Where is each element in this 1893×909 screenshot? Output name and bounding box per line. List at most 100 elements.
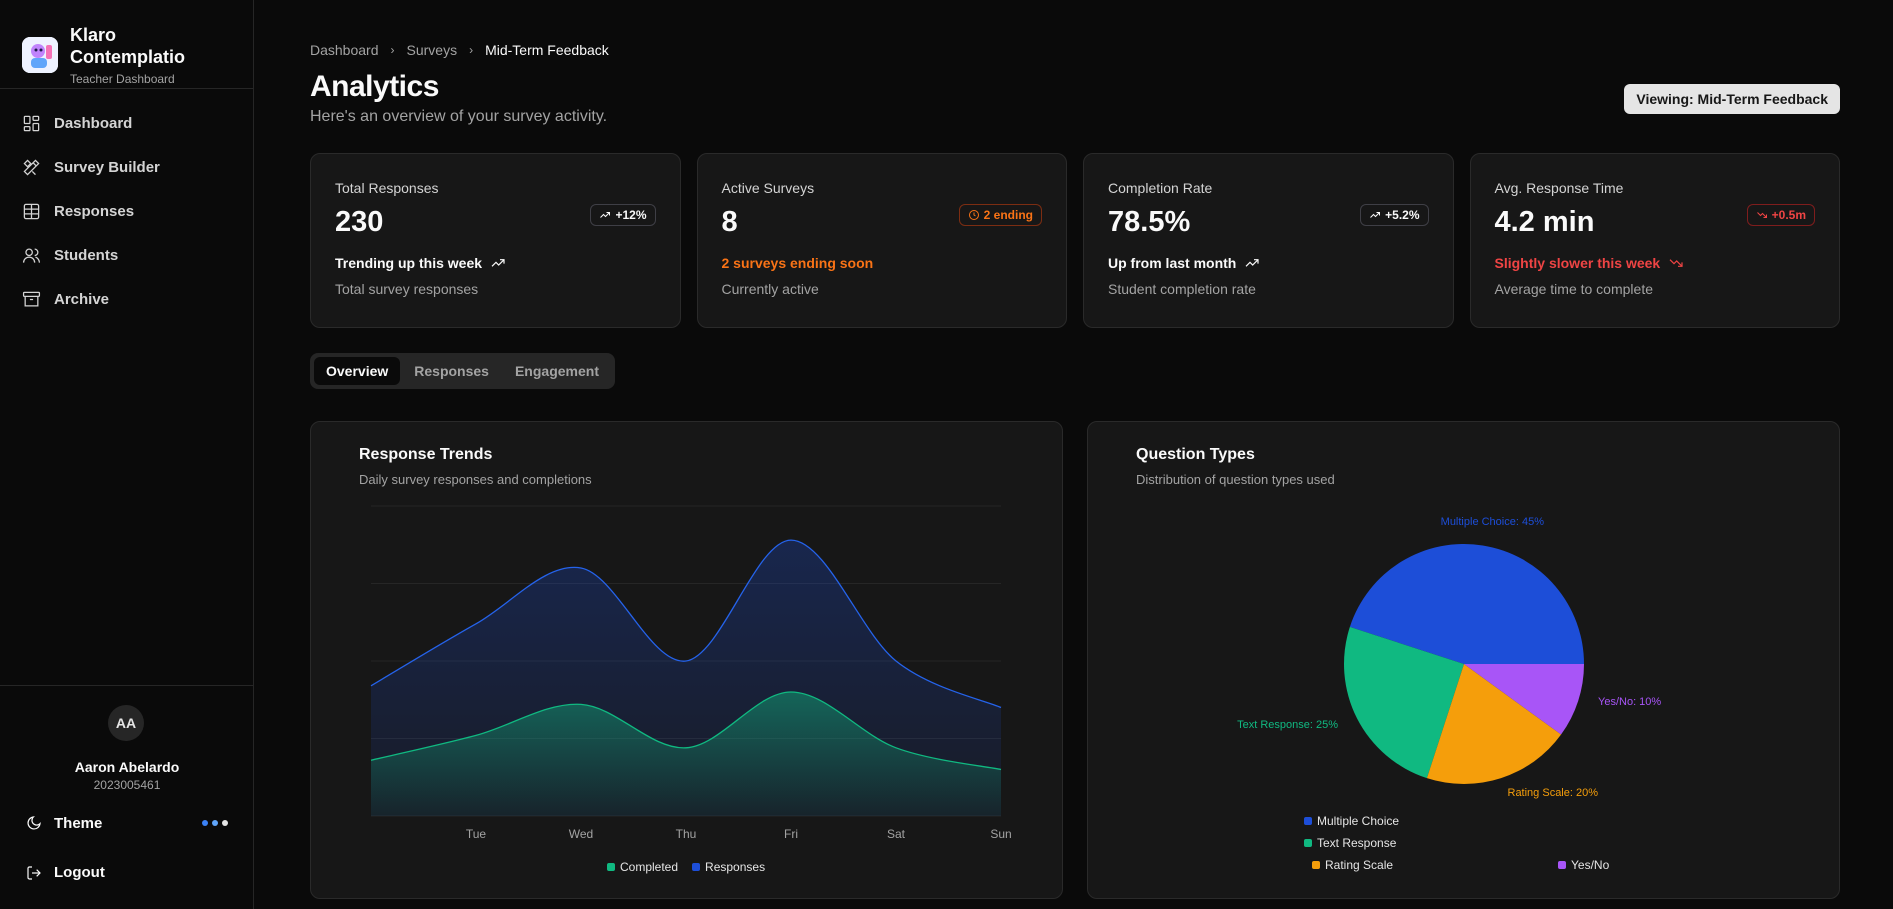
x-tick-label: Sat xyxy=(887,827,906,841)
sidebar-item-label: Students xyxy=(54,246,119,264)
logout-label: Logout xyxy=(54,864,105,881)
avatar[interactable]: AA xyxy=(108,705,144,741)
legend-item-text-response[interactable]: Text Response xyxy=(1304,836,1396,850)
stat-badge-text: 2 ending xyxy=(983,208,1033,222)
brand[interactable]: Klaro Contemplatio Teacher Dashboard xyxy=(0,0,253,89)
question-types-chart: Multiple Choice: 45% Text Response: 25% Ra… xyxy=(1237,516,1661,799)
stat-card-avg-response-time: Avg. Response Time 4.2 min +0.5m Slightl… xyxy=(1469,153,1840,328)
clock-icon xyxy=(968,210,979,220)
stat-value: 78.5% xyxy=(1108,206,1191,238)
sidebar-item-label: Archive xyxy=(54,290,110,308)
series-line-completed xyxy=(370,691,1002,771)
stat-trend: 2 surveys ending soon xyxy=(722,255,1043,271)
pie-data-label: Text Response: 25% xyxy=(1237,719,1338,731)
stat-trend-text: 2 surveys ending soon xyxy=(721,255,874,271)
brand-subtitle: Teacher Dashboard xyxy=(70,72,175,86)
legend-label: Responses xyxy=(705,860,766,874)
breadcrumb-item-surveys[interactable]: Surveys xyxy=(406,42,458,58)
stat-description: Currently active xyxy=(721,281,819,297)
tab-overview[interactable]: Overview xyxy=(314,357,401,385)
chart-title: Response Trends xyxy=(359,446,493,463)
theme-dots-icon[interactable] xyxy=(202,820,228,826)
trending-down-icon xyxy=(1669,259,1683,267)
sidebar-item-dashboard[interactable]: Dashboard xyxy=(12,103,241,143)
trending-up-icon xyxy=(1370,212,1381,218)
pie-legend: Multiple Choice Text Response Rating Sca… xyxy=(1304,814,1624,872)
chart-subtitle: Daily survey responses and completions xyxy=(359,472,592,487)
page-subtitle: Here's an overview of your survey activi… xyxy=(310,108,608,125)
tab-list: Overview Responses Engagement xyxy=(310,353,615,389)
pie-slice-yes-no[interactable] xyxy=(1464,664,1584,735)
stat-badge-text: +5.2% xyxy=(1385,208,1420,222)
x-tick-label: Fri xyxy=(784,827,798,841)
pie-slice-rating-scale[interactable] xyxy=(1426,664,1562,784)
sidebar-item-archive[interactable]: Archive xyxy=(12,279,241,319)
layout-grid-icon xyxy=(23,115,40,131)
stat-badge: +0.5m xyxy=(1746,204,1815,226)
chevron-right-icon: › xyxy=(469,43,474,57)
stat-badge: 2 ending xyxy=(958,204,1042,226)
stats-row: Total Responses 230 +12% Trending up thi… xyxy=(310,153,1840,328)
response-trends-card: Response Trends Daily survey responses a… xyxy=(310,421,1063,899)
stat-card-total-responses: Total Responses 230 +12% Trending up thi… xyxy=(310,153,681,328)
table-icon xyxy=(23,203,40,219)
legend-item-completed[interactable]: Completed xyxy=(607,860,678,874)
moon-icon xyxy=(27,816,41,830)
legend-item-multiple-choice[interactable]: Multiple Choice xyxy=(1304,814,1524,828)
legend-swatch xyxy=(1304,817,1312,825)
tab-responses[interactable]: Responses xyxy=(414,363,489,379)
main-content: Dashboard › Surveys › Mid-Term Feedback … xyxy=(310,0,1840,909)
response-trends-chart: Tue Wed Thu Fri Sat Sun xyxy=(370,505,1012,841)
chart-title: Question Types xyxy=(1136,446,1255,463)
question-types-card: Question Types Distribution of question … xyxy=(1087,421,1840,899)
sidebar-item-students[interactable]: Students xyxy=(12,235,241,275)
pie-slice-text-response[interactable] xyxy=(1344,626,1464,779)
stat-trend-text: Up from last month xyxy=(1108,255,1237,271)
stat-description: Student completion rate xyxy=(1108,281,1256,297)
sidebar-nav: Dashboard Survey Builder Responses Stude… xyxy=(0,89,253,337)
pencil-ruler-icon xyxy=(23,158,40,176)
stat-badge-text: +0.5m xyxy=(1771,208,1806,222)
users-icon xyxy=(22,248,41,263)
legend-item-rating-scale[interactable]: Rating Scale xyxy=(1304,858,1524,872)
pie-data-label: Multiple Choice: 45% xyxy=(1441,516,1545,528)
sidebar-item-label: Dashboard xyxy=(54,114,133,132)
logout-button[interactable]: Logout xyxy=(26,864,105,881)
stat-card-active-surveys: Active Surveys 8 2 ending 2 surveys endi… xyxy=(696,153,1067,328)
stat-badge: +12% xyxy=(590,204,656,226)
stat-value: 8 xyxy=(721,206,738,238)
stat-label: Avg. Response Time xyxy=(1494,180,1624,196)
sidebar-item-responses[interactable]: Responses xyxy=(12,191,241,231)
tab-engagement[interactable]: Engagement xyxy=(514,363,599,379)
viewing-survey-button[interactable]: Viewing: Mid-Term Feedback xyxy=(1624,84,1840,114)
legend-item-responses[interactable]: Responses xyxy=(692,860,765,874)
breadcrumb-item-current: Mid-Term Feedback xyxy=(485,42,609,58)
theme-label: Theme xyxy=(54,814,103,832)
page-title: Analytics xyxy=(310,70,439,103)
legend-swatch xyxy=(1312,861,1320,869)
legend-item-yes-no[interactable]: Yes/No xyxy=(1538,858,1609,872)
legend-label: Yes/No xyxy=(1571,858,1610,872)
logout-icon xyxy=(27,865,41,880)
trending-up-icon xyxy=(1245,259,1259,267)
pie-slice-multiple-choice[interactable] xyxy=(1349,543,1584,664)
breadcrumb-item-dashboard[interactable]: Dashboard xyxy=(310,42,379,58)
sidebar-item-label: Responses xyxy=(54,202,135,220)
brand-logo-icon xyxy=(22,37,58,73)
legend-swatch xyxy=(1304,839,1312,847)
area-completed xyxy=(371,692,1001,816)
sidebar-item-survey-builder[interactable]: Survey Builder xyxy=(12,147,241,187)
theme-toggle[interactable]: Theme xyxy=(26,812,228,834)
series-line-responses xyxy=(370,539,1002,709)
x-tick-label: Wed xyxy=(569,827,593,841)
x-tick-label: Sun xyxy=(990,827,1011,841)
trending-down-icon xyxy=(1756,212,1767,218)
legend-swatch xyxy=(692,863,701,871)
breadcrumb: Dashboard › Surveys › Mid-Term Feedback xyxy=(310,42,609,58)
chart-subtitle: Distribution of question types used xyxy=(1136,472,1335,487)
pie-data-label: Rating Scale: 20% xyxy=(1508,787,1599,799)
trending-up-icon xyxy=(491,259,505,267)
stat-badge-text: +12% xyxy=(615,208,647,222)
stat-badge: +5.2% xyxy=(1360,204,1429,226)
chevron-right-icon: › xyxy=(390,43,395,57)
